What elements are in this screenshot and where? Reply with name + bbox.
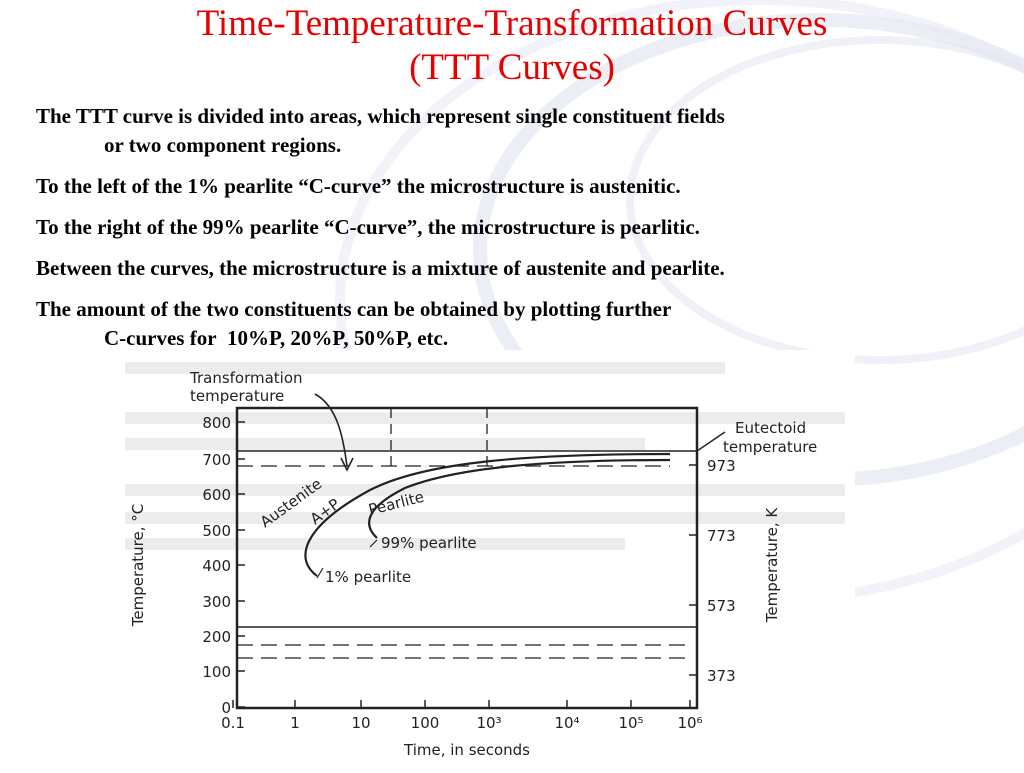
x-axis-ticks: 0.1 1 10 100 10³ 10⁴ 10⁵ 10⁶ <box>221 700 703 732</box>
y-axis-left-ticks: 800 700 600 500 400 300 200 100 0 <box>202 414 245 717</box>
slide-title: Time-Temperature-Transformation Curves (… <box>0 2 1024 90</box>
y-left-tick-label: 300 <box>202 593 231 611</box>
x-tick-label: 10⁴ <box>554 714 579 732</box>
faint-background-text <box>125 362 845 550</box>
y-right-tick-label: 773 <box>707 527 736 545</box>
ttt-diagram-figure: Transformation temperature Eutectoid tem… <box>125 350 855 768</box>
paragraph-4: Between the curves, the microstructure i… <box>36 254 996 283</box>
curve-1-percent-pearlite <box>304 452 671 577</box>
x-axis-title: Time, in seconds <box>403 741 530 759</box>
y-right-tick-label: 373 <box>707 667 736 685</box>
y-left-tick-label: 800 <box>202 414 231 432</box>
x-tick-label: 10 <box>351 714 370 732</box>
x-tick-label: 10⁵ <box>618 714 643 732</box>
annotation-eutectoid-temperature: temperature <box>723 438 817 456</box>
paragraph-2: To the left of the 1% pearlite “C-curve”… <box>36 172 996 201</box>
title-line-1: Time-Temperature-Transformation Curves <box>196 3 828 44</box>
y-left-tick-label: 600 <box>202 486 231 504</box>
paragraph-1: The TTT curve is divided into areas, whi… <box>36 102 996 160</box>
annotation-transformation: Transformation <box>189 369 303 387</box>
paragraph-3-line-1: To the right of the 99% pearlite “C-curv… <box>36 215 700 239</box>
plot-frame <box>235 406 699 710</box>
x-tick-label: 0.1 <box>221 714 245 732</box>
paragraph-4-line-1: Between the curves, the microstructure i… <box>36 256 725 280</box>
transformation-arrow <box>314 393 348 467</box>
paragraph-5-line-1: The amount of the two constituents can b… <box>36 297 672 321</box>
y-right-tick-label: 973 <box>707 457 736 475</box>
y-left-tick-label: 200 <box>202 628 231 646</box>
paragraph-5: The amount of the two constituents can b… <box>36 295 996 353</box>
label-leader-99 <box>369 539 378 548</box>
annotation-temperature: temperature <box>190 387 284 405</box>
label-leader-1 <box>316 567 324 579</box>
title-line-2: (TTT Curves) <box>409 47 615 88</box>
y-left-tick-label: 500 <box>202 522 231 540</box>
y-axis-left-title: Temperature, °C <box>129 504 147 628</box>
paragraph-3: To the right of the 99% pearlite “C-curv… <box>36 213 996 242</box>
paragraph-2-line-1: To the left of the 1% pearlite “C-curve”… <box>36 174 681 198</box>
y-axis-right-title: Temperature, K <box>763 507 781 624</box>
y-left-tick-label: 0 <box>221 699 231 717</box>
annotation-eutectoid: Eutectoid <box>735 419 806 437</box>
x-tick-label: 10⁶ <box>677 714 702 732</box>
x-tick-label: 1 <box>290 714 300 732</box>
label-1-percent-pearlite: 1% pearlite <box>325 568 411 586</box>
eutectoid-pointer <box>696 431 726 452</box>
transformation-arrowhead <box>340 457 354 472</box>
y-right-tick-label: 573 <box>707 597 736 615</box>
y-left-tick-label: 100 <box>202 663 231 681</box>
label-99-percent-pearlite: 99% pearlite <box>381 534 477 552</box>
curve-99-percent-pearlite <box>368 458 671 539</box>
paragraph-5-line-2: C-curves for 10%P, 20%P, 50%P, etc. <box>104 326 449 350</box>
y-axis-right-ticks: 973 773 573 373 <box>689 457 736 685</box>
body-text: The TTT curve is divided into areas, whi… <box>36 102 996 365</box>
ttt-diagram: Transformation temperature Eutectoid tem… <box>125 350 855 768</box>
paragraph-1-line-2: or two component regions. <box>104 133 342 157</box>
y-left-tick-label: 700 <box>202 451 231 469</box>
y-left-tick-label: 400 <box>202 557 231 575</box>
x-tick-label: 10³ <box>476 714 501 732</box>
x-tick-label: 100 <box>411 714 440 732</box>
paragraph-1-line-1: The TTT curve is divided into areas, whi… <box>36 104 725 128</box>
